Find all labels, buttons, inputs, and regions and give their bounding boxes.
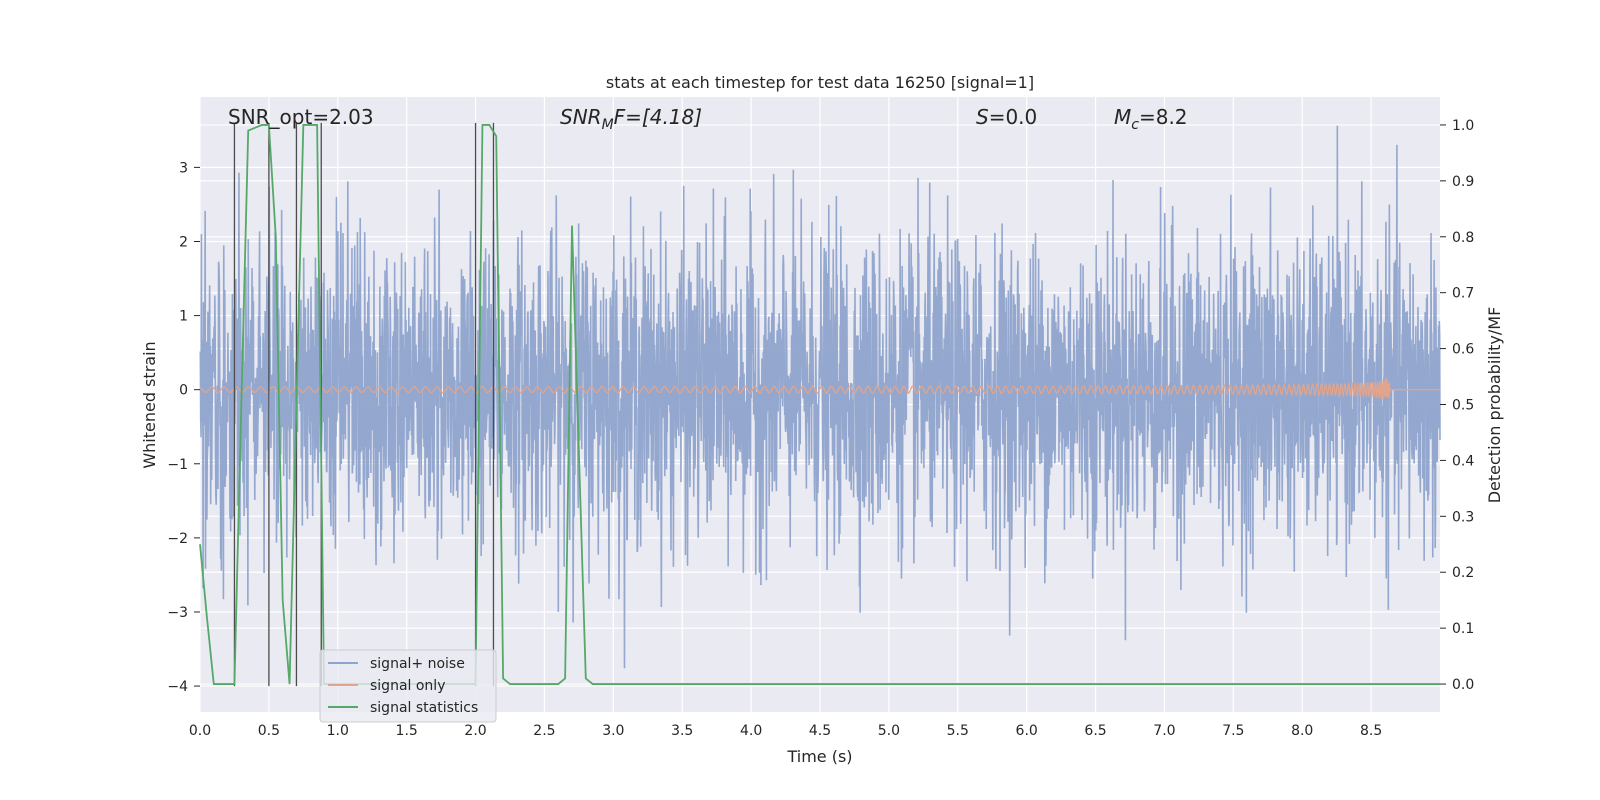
- y-left-axis-label: Whitened strain: [140, 341, 159, 468]
- y-left-tick-label-5: −2: [167, 531, 188, 547]
- legend-label-stats: signal statistics: [370, 700, 478, 716]
- mc-sub: c: [1131, 117, 1139, 133]
- x-tick-label-8: 4.0: [740, 723, 762, 739]
- mc-italic: M: [1114, 105, 1131, 129]
- y-right-tick-label-3: 0.7: [1452, 286, 1474, 302]
- s-italic: S: [976, 105, 989, 129]
- s-rest: =0.0: [989, 105, 1038, 129]
- y-left-tick-label-2: 1: [179, 309, 188, 325]
- x-tick-label-4: 2.0: [464, 723, 486, 739]
- x-tick-label-5: 2.5: [533, 723, 555, 739]
- x-tick-label-2: 1.0: [327, 723, 349, 739]
- x-tick-label-9: 4.5: [809, 723, 831, 739]
- x-ticks: 0.0 0.5 1.0 1.5 2.0 2.5 3.0 3.5 4.0 4.5 5.0 5.5 6.0 6…: [189, 723, 1382, 739]
- signal-statistics-series: [199, 124, 1440, 685]
- legend: signal+ noise signal only signal statist…: [319, 649, 497, 723]
- y-left-tick-label-6: −3: [167, 605, 188, 621]
- noise-trace: [199, 125, 1441, 669]
- y-right-ticks: 1.0 0.9 0.8 0.7 0.6 0.5 0.4 0.3 0.2 0.1 0.0: [1440, 118, 1474, 693]
- x-tick-label-10: 5.0: [878, 723, 900, 739]
- y-right-tick-label-9: 0.1: [1452, 621, 1474, 637]
- y-right-tick-label-2: 0.8: [1452, 230, 1474, 246]
- y-right-tick-label-6: 0.4: [1452, 453, 1474, 469]
- annotation-snr-mf: SNRMF=[4.18]: [560, 105, 702, 133]
- x-tick-label-15: 7.5: [1222, 723, 1244, 739]
- annotation-s: S=0.0: [976, 105, 1037, 129]
- x-tick-label-14: 7.0: [1153, 723, 1175, 739]
- y-right-tick-label-5: 0.5: [1452, 398, 1474, 414]
- y-right-tick-label-10: 0.0: [1452, 677, 1474, 693]
- x-tick-label-7: 3.5: [671, 723, 693, 739]
- snr-mf-sub: M: [602, 117, 614, 133]
- y-left-tick-label-3: 0: [179, 383, 188, 399]
- y-right-axis-label: Detection probability/MF: [1485, 307, 1504, 504]
- x-tick-label-11: 5.5: [947, 723, 969, 739]
- y-right-tick-label-0: 1.0: [1452, 118, 1474, 134]
- x-tick-label-0: 0.0: [189, 723, 211, 739]
- y-left-tick-label-0: 3: [179, 160, 188, 176]
- x-tick-label-12: 6.0: [1016, 723, 1038, 739]
- x-tick-label-13: 6.5: [1084, 723, 1106, 739]
- y-right-tick-label-8: 0.2: [1452, 565, 1474, 581]
- mc-rest: =8.2: [1139, 105, 1188, 129]
- annotation-mc: Mc=8.2: [1114, 105, 1188, 133]
- chart-title: stats at each timestep for test data 162…: [606, 73, 1034, 92]
- snr-mf-italic: SNR: [560, 105, 602, 129]
- signal-trace: [199, 377, 1440, 400]
- y-left-ticks: 3 2 1 0 −1 −2 −3 −4: [167, 160, 200, 695]
- x-tick-label-3: 1.5: [396, 723, 418, 739]
- y-left-tick-label-4: −1: [167, 457, 188, 473]
- y-right-tick-label-7: 0.3: [1452, 509, 1474, 525]
- noise-series: [199, 125, 1441, 669]
- x-axis-label: Time (s): [786, 747, 852, 766]
- legend-box: [319, 649, 497, 723]
- y-right-tick-label-4: 0.6: [1452, 342, 1474, 358]
- x-tick-label-1: 0.5: [258, 723, 280, 739]
- annotation-snr-opt: SNR_opt=2.03: [228, 105, 374, 129]
- x-tick-label-6: 3.0: [602, 723, 624, 739]
- signal-only-series: [199, 377, 1440, 400]
- y-right-tick-label-1: 0.9: [1452, 174, 1474, 190]
- statistics-trace: [199, 124, 1440, 685]
- y-left-tick-label-1: 2: [179, 234, 188, 250]
- legend-label-noise: signal+ noise: [370, 656, 465, 672]
- y-left-tick-label-7: −4: [167, 679, 188, 695]
- snr-mf-rest: F=[4.18]: [614, 105, 702, 129]
- x-tick-label-17: 8.5: [1360, 723, 1382, 739]
- x-tick-label-16: 8.0: [1291, 723, 1313, 739]
- legend-label-signal: signal only: [370, 678, 445, 694]
